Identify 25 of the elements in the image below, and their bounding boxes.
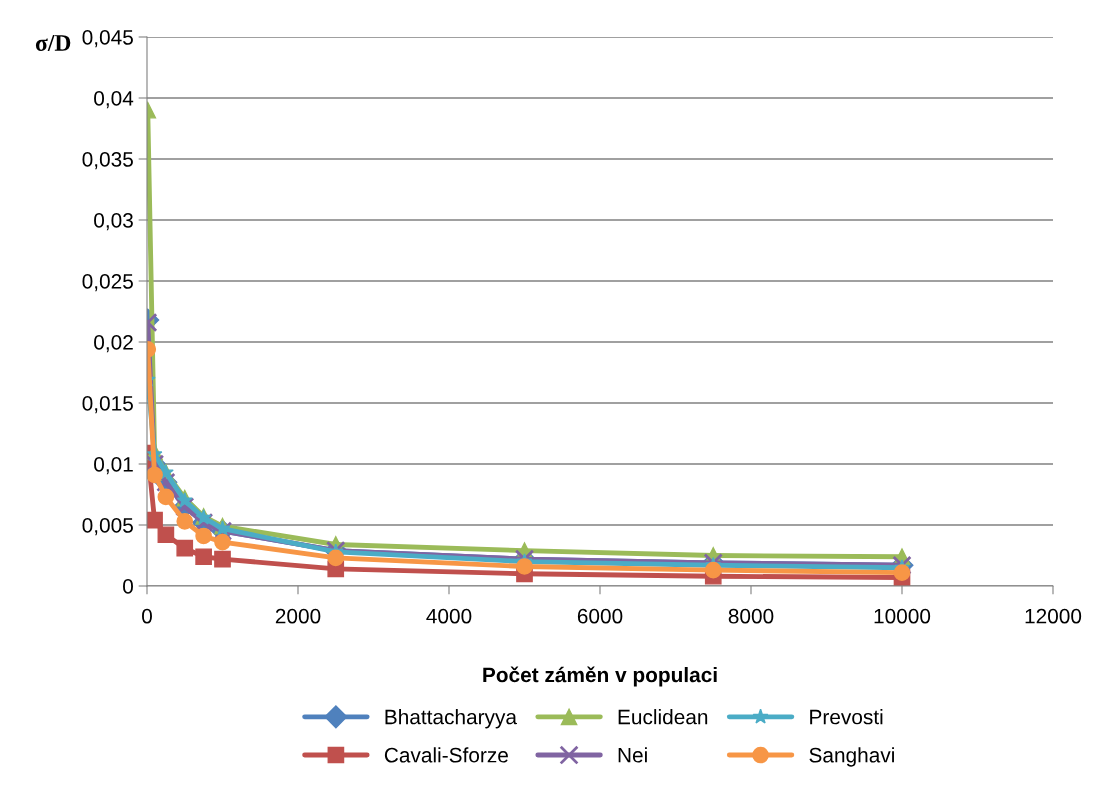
- legend-label: Sanghavi: [809, 747, 894, 767]
- y-tick-label: 0: [123, 579, 133, 594]
- legend-label: Nei: [618, 747, 647, 763]
- x-tick-label: 4000: [426, 608, 472, 624]
- legend-label: Cavali-Sforze: [384, 747, 508, 763]
- y-tick-label: 0,01: [94, 457, 133, 475]
- y-tick-label: 0,005: [82, 518, 133, 536]
- x-tick-label: 8000: [728, 608, 774, 624]
- x-tick-label: 2000: [275, 608, 321, 624]
- y-tick-label: 0,015: [82, 396, 133, 414]
- legend-label: Prevosti: [810, 709, 883, 725]
- x-tick-label: 12000: [1025, 608, 1082, 624]
- x-axis-title: Počet záměn v populaci: [483, 666, 717, 687]
- x-tick-label: 10000: [874, 608, 931, 624]
- x-tick-label: 6000: [577, 608, 623, 624]
- y-tick-label: 0,035: [82, 152, 133, 170]
- legend-label: Bhattacharyya: [385, 709, 517, 729]
- y-tick-label: 0,03: [94, 213, 133, 231]
- x-tick-label: 0: [142, 608, 152, 624]
- y-tick-label: 0,04: [94, 91, 134, 109]
- y-tick-label: 0,045: [82, 30, 133, 48]
- y-tick-label: 0,025: [82, 274, 133, 292]
- y-axis-title: σ/D: [35, 35, 71, 51]
- y-tick-label: 0,02: [94, 335, 133, 353]
- legend-label: Euclidean: [618, 709, 708, 725]
